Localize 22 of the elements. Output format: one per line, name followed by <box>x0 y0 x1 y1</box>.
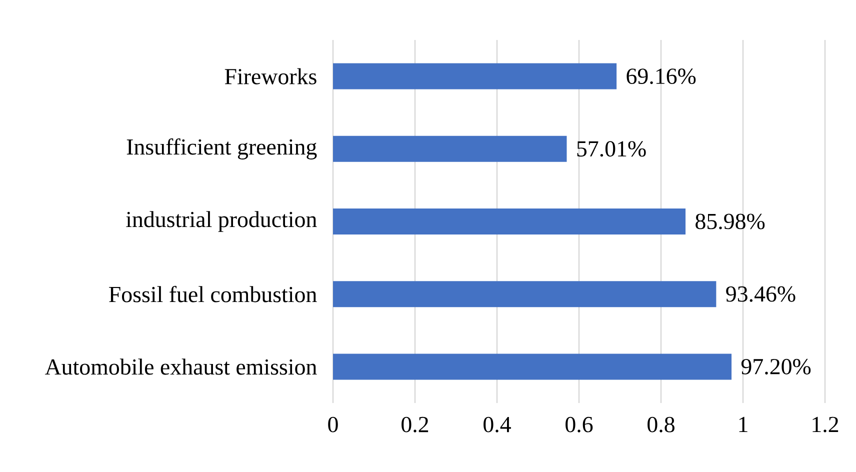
data-label: 93.46% <box>726 286 796 302</box>
x-tick-label: 1.2 <box>812 416 838 432</box>
y-tick-label: Automobile exhaust emission <box>44 358 317 375</box>
x-tick-label: 1 <box>739 416 748 432</box>
bar <box>333 63 617 90</box>
y-tick-label: Insufficient greening <box>126 138 317 160</box>
x-tick-label: 0.8 <box>648 416 674 432</box>
data-label: 97.20% <box>741 358 811 374</box>
x-tick-label: 0.6 <box>566 416 593 432</box>
bar <box>333 208 686 234</box>
data-label: 69.16% <box>626 68 696 84</box>
data-label: 85.98% <box>696 214 765 230</box>
y-tick-label: industrial production <box>126 211 317 232</box>
bar <box>333 354 732 380</box>
x-tick-label: 0 <box>328 416 338 432</box>
data-label: 57.01% <box>577 141 646 157</box>
y-tick-label: Fossil fuel combustion <box>109 286 317 302</box>
bar <box>333 281 716 308</box>
x-tick-label: 0.4 <box>484 416 511 432</box>
x-tick-label: 0.2 <box>402 416 428 432</box>
bar <box>333 136 567 162</box>
y-tick-label: Fireworks <box>224 68 316 84</box>
